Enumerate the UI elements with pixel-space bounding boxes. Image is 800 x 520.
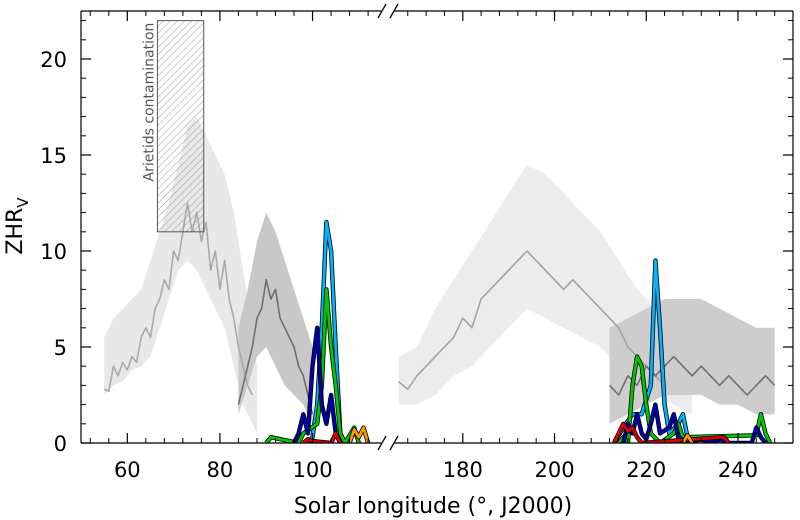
y-tick-label: 5 [54,336,67,360]
x-tick-label: 80 [207,458,234,482]
x-tick-label: 220 [626,458,666,482]
x-tick-label: 180 [443,458,483,482]
annotation-text: Arietids contamination [141,23,157,182]
series-6 [292,326,342,443]
axis-break-mark-2 [389,3,399,19]
x-tick-label: 100 [292,458,332,482]
x-tick-label: 200 [534,458,574,482]
series-9 [612,259,694,443]
y-tick-label: 15 [40,144,67,168]
x-tick-label: 240 [718,458,758,482]
series-12 [612,422,730,443]
annotation-layer: Arietids contamination [141,20,205,233]
series-7 [302,432,342,443]
y-tick-label: 10 [40,240,67,264]
series-5 [265,288,361,443]
series-2 [398,250,666,390]
y-axis-title-subscript: V [14,197,32,208]
band-0 [104,116,257,434]
y-tick-label: 0 [54,432,67,456]
series-lines [103,202,776,443]
x-axis-title: Solar longitude (°, J2000) [294,494,572,519]
annotation-box [156,20,205,233]
axis-break-mark-3 [389,435,399,451]
series-8 [348,426,370,443]
x-tick-label: 60 [114,458,141,482]
y-tick-label: 20 [40,48,67,72]
series-10 [617,355,772,443]
series-0 [103,202,254,396]
confidence-bands [104,116,775,434]
axis-break-mark-1 [377,435,387,451]
series-13 [681,433,694,443]
axes: 0 5 10 15 20 60 80 100 180 200 220 240 [40,3,794,482]
axis-break-mark-0 [377,3,387,19]
series-1 [237,279,314,415]
series-3 [609,355,776,396]
y-axis-title-main: ZHR [3,208,28,255]
band-1 [238,212,313,424]
y-axis-title: ZHRV [3,197,32,255]
series-11 [621,403,767,443]
